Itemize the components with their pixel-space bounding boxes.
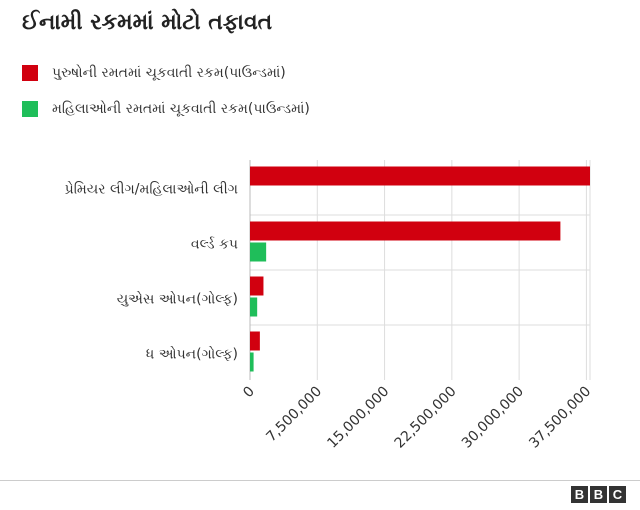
bbc-logo-letter: C: [609, 486, 626, 503]
x-tick-label: 7,500,000: [263, 384, 325, 446]
bbc-logo: B B C: [571, 486, 626, 503]
legend-swatch-women: [22, 101, 38, 117]
bar-chart: પ્રેમિયર લીગ/મહિલાઓની લીગ વર્લ્ડ કપ યુએસ ઓ…: [64, 160, 594, 452]
category-label: યુએસ ઓપન(ગોલ્ફ): [117, 291, 238, 308]
bar-men: [250, 221, 561, 241]
category-label: વર્લ્ડ કપ: [191, 236, 238, 253]
x-tick-label: 37,500,000: [526, 384, 594, 452]
bar-women: [250, 242, 267, 262]
bar-men: [250, 331, 260, 351]
bar-men: [250, 166, 590, 186]
chart-title: ઈનામી રકમમાં મોટો તફાવત: [22, 10, 273, 35]
legend-label-men: પુરુષોની રમતમાં ચૂકવાતી રકમ(પાઉન્ડમાં): [52, 65, 286, 81]
x-tick-label: 15,000,000: [324, 384, 392, 452]
bar-women: [250, 297, 258, 317]
bar-men: [250, 276, 264, 296]
bbc-logo-letter: B: [590, 486, 607, 503]
bar-women: [250, 352, 254, 372]
x-tick-label: 30,000,000: [459, 384, 527, 452]
legend-item-men: પુરુષોની રમતમાં ચૂકવાતી રકમ(પાઉન્ડમાં): [22, 63, 286, 83]
category-label: પ્રેમિયર લીગ/મહિલાઓની લીગ: [64, 180, 238, 197]
legend-swatch-men: [22, 65, 38, 81]
x-tick-label: 22,500,000: [392, 384, 460, 452]
footer-divider: [0, 480, 640, 481]
category-label: ધ ઓપન(ગોલ્ફ): [146, 346, 238, 363]
bbc-logo-letter: B: [571, 486, 588, 503]
x-tick-label: 0: [240, 384, 258, 402]
legend-label-women: મહિલાઓની રમતમાં ચૂકવાતી રકમ(પાઉન્ડમાં): [52, 101, 310, 117]
legend-item-women: મહિલાઓની રમતમાં ચૂકવાતી રકમ(પાઉન્ડમાં): [22, 99, 310, 119]
